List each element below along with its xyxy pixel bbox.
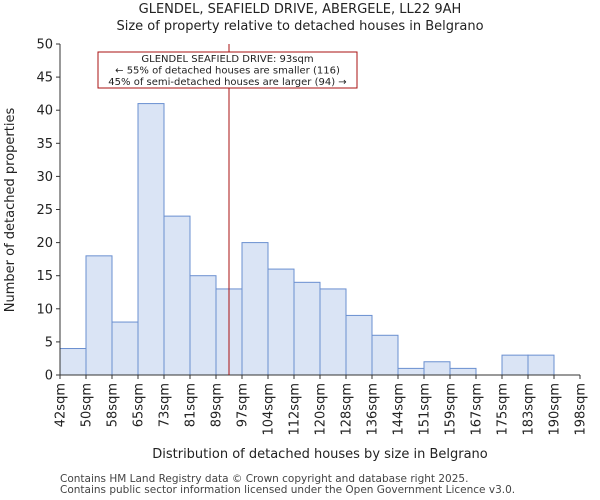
bar-128sqm [345,314,373,376]
x-tick-label: 58sqm [106,383,121,427]
bar-42sqm [59,348,87,376]
x-tick-label: 42sqm [54,383,69,427]
bar-159sqm [449,367,477,376]
x-tick-label: 128sqm [340,383,355,436]
y-axis-label: Number of detached properties [3,108,18,313]
bar-175sqm [501,354,529,376]
bar-81sqm [189,275,217,376]
annotation-line-2: ← 55% of detached houses are smaller (11… [115,66,340,77]
bar-58sqm [111,321,139,376]
x-tick-label: 183sqm [522,383,537,436]
footer-line-1: Contains HM Land Registry data © Crown c… [60,473,469,485]
y-tick-label: 0 [45,369,53,384]
y-tick-label: 25 [36,203,53,218]
x-tick-label: 120sqm [314,383,329,436]
y-tick-label: 35 [36,137,53,152]
x-axis-label: Distribution of detached houses by size … [152,447,488,462]
y-tick-label: 40 [36,104,53,119]
y-tick-label: 50 [36,38,53,53]
bar-73sqm [163,215,191,376]
y-tick-label: 15 [36,269,53,284]
bar-136sqm [371,334,399,376]
x-tick-label: 81sqm [184,383,199,427]
y-tick-label: 20 [36,236,53,251]
bar-65sqm [137,103,165,376]
x-tick-label: 144sqm [392,383,407,436]
footer-line-2: Contains public sector information licen… [60,484,516,496]
bar-144sqm [397,367,425,376]
x-tick-label: 112sqm [288,383,303,436]
bar-183sqm [527,354,555,376]
bar-120sqm [319,288,347,376]
x-tick-label: 73sqm [158,383,173,427]
bar-151sqm [423,361,451,376]
bar-97sqm [241,242,269,376]
x-tick-label: 159sqm [444,383,459,436]
chart-title: GLENDEL, SEAFIELD DRIVE, ABERGELE, LL22 … [138,2,462,17]
bar-112sqm [293,281,321,376]
x-tick-label: 198sqm [574,383,589,436]
x-tick-label: 104sqm [262,383,277,436]
chart-subtitle: Size of property relative to detached ho… [116,19,484,34]
bar-50sqm [85,255,113,376]
annotation-line-3: 45% of semi-detached houses are larger (… [108,77,346,88]
x-tick-label: 97sqm [236,383,251,427]
annotation-box [97,51,358,89]
bar-104sqm [267,268,295,376]
x-tick-label: 175sqm [496,383,511,436]
y-tick-label: 30 [36,170,53,185]
x-tick-label: 167sqm [470,383,485,436]
y-tick-label: 5 [45,335,53,350]
x-tick-label: 50sqm [80,383,95,427]
x-tick-label: 151sqm [418,383,433,436]
y-tick-label: 45 [36,71,53,86]
x-tick-label: 190sqm [548,383,563,436]
y-tick-label: 10 [36,302,53,317]
annotation-line-1: GLENDEL SEAFIELD DRIVE: 93sqm [141,54,313,65]
x-tick-label: 136sqm [366,383,381,436]
x-tick-label: 65sqm [132,383,147,427]
x-tick-label: 89sqm [210,383,225,427]
